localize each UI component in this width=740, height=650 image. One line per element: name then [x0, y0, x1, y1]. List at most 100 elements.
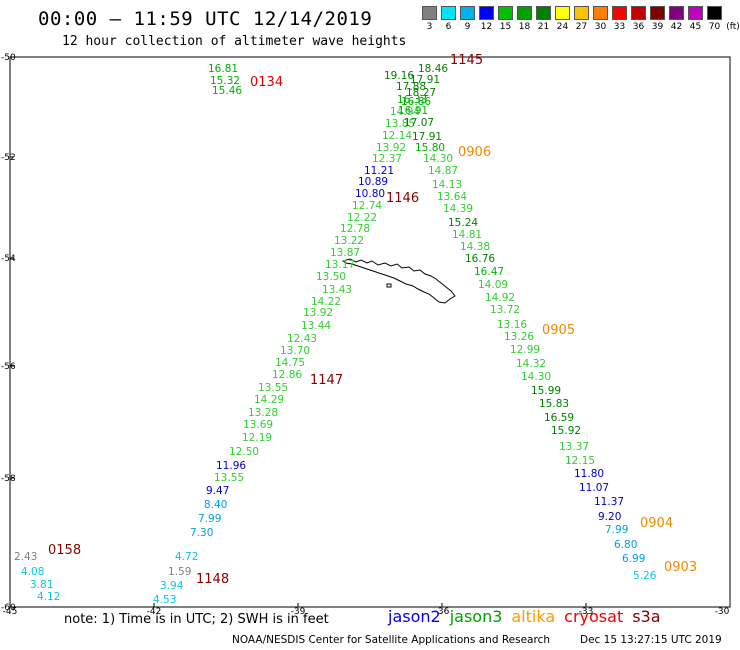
wave-height-label: 13.85 [385, 118, 415, 130]
pass-time-label: 1145 [450, 53, 483, 68]
wave-height-label: 12.43 [287, 333, 317, 345]
wave-height-label: 15.24 [448, 217, 478, 229]
y-tick-label: -54 [1, 254, 16, 264]
satellite-legend-entry: s3a [632, 607, 661, 626]
wave-height-label: 17.07 [404, 117, 434, 129]
color-swatch [555, 6, 570, 20]
wave-height-label: 14.92 [485, 292, 515, 304]
wave-height-label: 12.15 [565, 455, 595, 467]
wave-height-label: 13.64 [437, 191, 467, 203]
wave-height-label: 13.28 [248, 407, 278, 419]
wave-height-label: 12.50 [229, 446, 259, 458]
wave-height-label: 16.81 [208, 63, 238, 75]
wave-height-label: 13.50 [316, 271, 346, 283]
wave-height-label: 16.59 [544, 412, 574, 424]
pass-time-labels: 0134 1145 0906 1146 0905 1147 0904 0158 1148 0903 [48, 53, 697, 587]
wave-height-label: 12.99 [510, 344, 540, 356]
wave-height-label: 12.37 [372, 153, 402, 165]
wave-height-label: 13.22 [334, 235, 364, 247]
color-scale-label: 39 [651, 22, 664, 32]
color-swatch [612, 6, 627, 20]
wave-height-label: 13.43 [322, 284, 352, 296]
wave-height-label: 16.47 [474, 266, 504, 278]
wave-height-label: 14.39 [443, 203, 473, 215]
map-subtitle: 12 hour collection of altimeter wave hei… [62, 34, 407, 49]
x-tick-label: -33 [579, 607, 594, 617]
wave-height-label: 16.86 [401, 96, 431, 108]
wave-height-label: 10.80 [355, 188, 385, 200]
wave-height-label: 11.21 [364, 165, 394, 177]
wave-height-label: 12.19 [242, 432, 272, 444]
wave-height-label: 15.99 [531, 385, 561, 397]
wave-height-label: 13.92 [303, 307, 333, 319]
wave-height-label: 14.38 [460, 241, 490, 253]
satellite-legend-entry: jason2 [388, 607, 441, 626]
color-scale-label: 6 [445, 22, 452, 32]
pass-time-label: 1147 [310, 373, 343, 388]
pass-time-label: 0905 [542, 323, 575, 338]
color-scale-label: 33 [613, 22, 626, 32]
axis-ticks: -45 -42 -39 -36 -33 -30 -50 -52 -54 -56 -58 -60 [1, 53, 731, 617]
x-tick-label: -42 [147, 607, 162, 617]
wave-height-label: 12.86 [272, 369, 302, 381]
satellite-legend: jason2 jason3 altika cryosat s3a [388, 607, 670, 626]
wave-height-label: 14.29 [254, 394, 284, 406]
wave-height-label: 13.44 [301, 320, 331, 332]
wave-height-label: 14.32 [516, 358, 546, 370]
map-title: 00:00 – 11:59 UTC 12/14/2019 [38, 8, 373, 30]
pass-time-label: 0906 [458, 145, 491, 160]
x-tick-label: -36 [435, 607, 450, 617]
wave-height-label: 14.81 [452, 229, 482, 241]
pass-time-label: 1148 [196, 572, 229, 587]
y-tick-label: -52 [1, 153, 16, 163]
x-tick-label: -45 [3, 607, 18, 617]
wave-height-label: 7.30 [190, 527, 213, 539]
wave-height-label: 13.87 [330, 247, 360, 259]
wave-height-label: 13.55 [258, 382, 288, 394]
wave-height-label: 18.27 [406, 87, 436, 99]
wave-height-label: 11.37 [594, 496, 624, 508]
pass-time-label: 1146 [386, 191, 419, 206]
wave-height-label: 19.16 [384, 70, 414, 82]
color-scale-label: 18 [518, 22, 531, 32]
wave-height-label: 14.30 [423, 153, 453, 165]
wave-height-label: 13.70 [280, 345, 310, 357]
wave-height-label: 14.94 [390, 106, 420, 118]
wave-height-label: 4.08 [21, 566, 44, 578]
color-swatch [593, 6, 608, 20]
color-scale-label: 30 [594, 22, 607, 32]
satellite-legend-entry: altika [511, 607, 556, 626]
wave-height-label: 11.96 [216, 460, 246, 472]
wave-height-label: 6.80 [614, 539, 637, 551]
wave-height-label: 15.80 [415, 142, 445, 154]
y-tick-label: -56 [1, 362, 16, 372]
wave-height-label: 3.94 [160, 580, 184, 592]
color-scale-label: 12 [480, 22, 493, 32]
color-scale-label: 42 [670, 22, 683, 32]
color-swatch [650, 6, 665, 20]
color-swatch [517, 6, 532, 20]
map-frame [9, 56, 731, 608]
wave-height-label: 12.14 [382, 130, 412, 142]
islet-marker [386, 283, 392, 288]
wave-height-label: 9.20 [598, 511, 621, 523]
wave-height-label: 18.46 [418, 63, 448, 75]
wave-height-label: 7.99 [605, 524, 628, 536]
wave-height-label: 17.91 [410, 74, 440, 86]
color-swatch [479, 6, 494, 20]
x-tick-label: -39 [291, 607, 306, 617]
wave-height-label: 13.17 [325, 259, 355, 271]
footnote: note: 1) Time is in UTC; 2) SWH is in fe… [64, 612, 329, 627]
wave-height-label: 2.43 [14, 551, 37, 563]
wave-height-label: 11.80 [574, 468, 604, 480]
wave-height-label: 10.89 [358, 176, 388, 188]
pass-time-label: 0158 [48, 543, 81, 558]
wave-height-label: 13.16 [497, 319, 527, 331]
wave-height-label: 9.47 [206, 485, 229, 497]
wave-height-label: 14.30 [521, 371, 551, 383]
y-tick-label: -60 [1, 603, 16, 613]
wave-height-label: 15.83 [539, 398, 569, 410]
color-scale-label: 45 [689, 22, 702, 32]
